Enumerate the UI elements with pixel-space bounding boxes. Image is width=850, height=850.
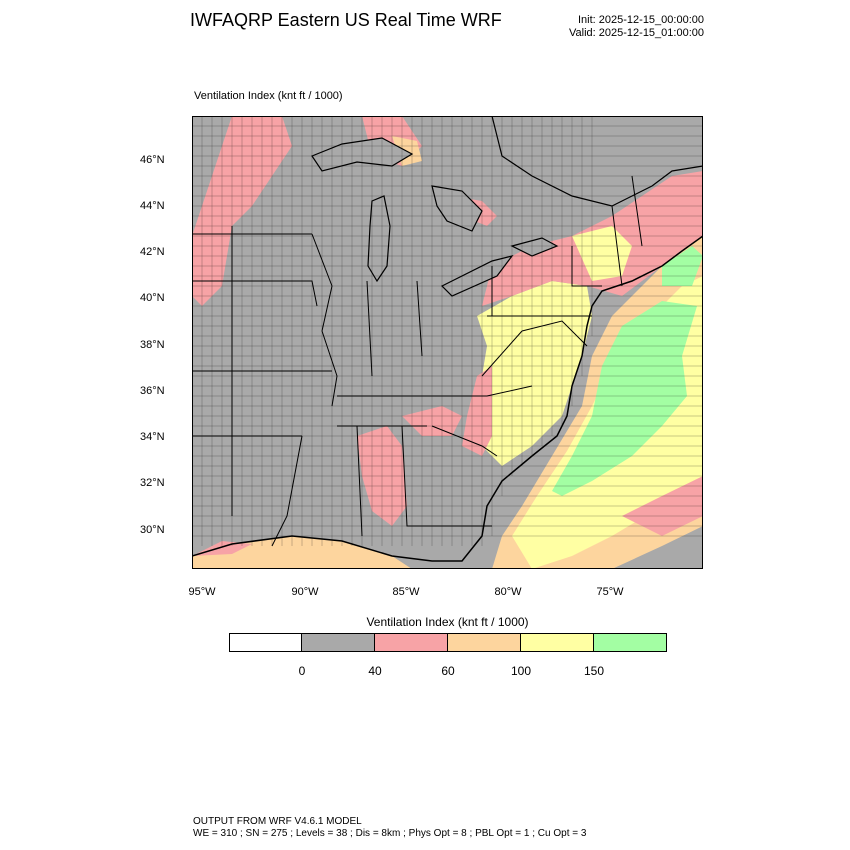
lat-label-34: 34°N — [140, 431, 165, 443]
map-frame — [192, 116, 703, 569]
model-info: OUTPUT FROM WRF V4.6.1 MODEL WE = 310 ; … — [193, 816, 586, 840]
colorbar-segment-green — [594, 634, 666, 651]
lat-label-30: 30°N — [140, 524, 165, 536]
lat-label-36: 36°N — [140, 385, 165, 397]
lon-label-80: 80°W — [494, 586, 522, 598]
figure-title: IWFAQRP Eastern US Real Time WRF — [190, 10, 502, 30]
lat-label-42: 42°N — [140, 246, 165, 258]
lon-label-90: 90°W — [291, 586, 319, 598]
lon-label-75: 75°W — [596, 586, 624, 598]
ocean-gray-corner — [612, 526, 703, 569]
newengland-yellow-field — [572, 226, 632, 281]
colorbar-segment-gray — [302, 634, 375, 651]
colorbar-segment-white — [230, 634, 302, 651]
appalachian-pink-field — [462, 366, 492, 456]
lat-label-40: 40°N — [140, 292, 165, 304]
weather-map — [192, 116, 703, 569]
colorbar-tick-100: 100 — [510, 664, 532, 678]
colorbar-segment-yellow — [521, 634, 594, 651]
model-info-line1: OUTPUT FROM WRF V4.6.1 MODEL — [193, 816, 362, 827]
model-info-line2: WE = 310 ; SN = 275 ; Levels = 38 ; Dis … — [193, 828, 587, 839]
county-grid — [192, 116, 703, 546]
colorbar-tick-60: 60 — [441, 664, 455, 678]
colorbar-tick-0: 0 — [298, 664, 306, 678]
lat-label-44: 44°N — [140, 200, 165, 212]
colorbar-segment-orange — [448, 634, 521, 651]
colorbar-title: Ventilation Index (knt ft / 1000) — [366, 615, 529, 629]
lat-label-32: 32°N — [140, 477, 165, 489]
colorbar — [229, 633, 667, 652]
colorbar-segment-pink — [375, 634, 448, 651]
lon-label-85: 85°W — [392, 586, 420, 598]
map-svg — [192, 116, 703, 569]
run-times: Init: 2025-12-15_00:00:00 Valid: 2025-12… — [569, 14, 704, 40]
init-time: Init: 2025-12-15_00:00:00 — [578, 14, 704, 26]
map-field-label: Ventilation Index (knt ft / 1000) — [194, 90, 343, 102]
valid-time: Valid: 2025-12-15_01:00:00 — [569, 27, 704, 39]
lat-label-46: 46°N — [140, 154, 165, 166]
ocean-green-field — [552, 301, 697, 496]
colorbar-tick-150: 150 — [583, 664, 605, 678]
colorbar-tick-40: 40 — [368, 664, 382, 678]
lon-label-95: 95°W — [188, 586, 216, 598]
lat-label-38: 38°N — [140, 339, 165, 351]
